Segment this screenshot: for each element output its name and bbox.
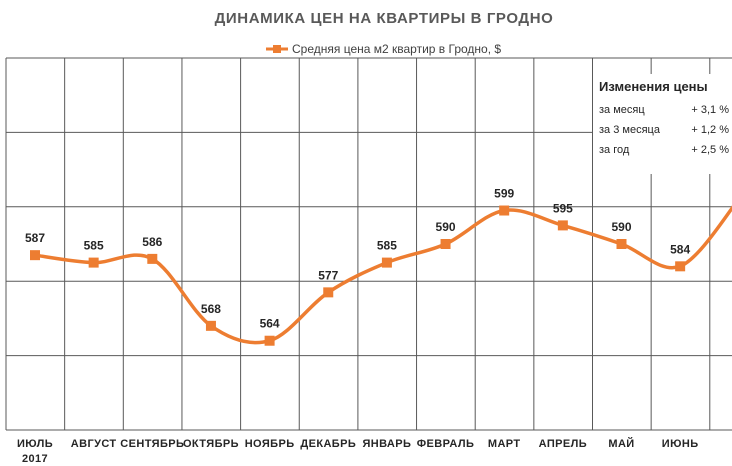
price-changes-title: Изменения цены	[599, 79, 708, 94]
data-label: 599	[494, 187, 514, 201]
data-label: 595	[553, 201, 573, 215]
legend-marker-swatch	[273, 45, 281, 53]
data-point-marker	[675, 261, 686, 272]
data-point-marker	[616, 239, 627, 249]
x-tick-label: ИЮНЬ	[662, 438, 699, 450]
data-label: 590	[436, 220, 456, 234]
x-tick-label: НОЯБРЬ	[245, 438, 295, 450]
data-point-marker	[499, 205, 510, 216]
x-tick-label: МАРТ	[488, 438, 521, 450]
change-year-label: за год	[599, 144, 630, 156]
legend-entry: Средняя цена м2 квартир в Гродно, $	[292, 42, 501, 56]
data-point-marker	[264, 335, 275, 346]
data-label: 564	[260, 317, 280, 331]
data-label: 577	[318, 268, 338, 282]
data-labels: 5875855865685645775855905995955905846	[25, 187, 690, 331]
price-changes-background	[593, 74, 732, 174]
change-3months-value: + 1,2 %	[691, 124, 729, 136]
chart-title: ДИНАМИКА ЦЕН НА КВАРТИРЫ В ГРОДНО	[215, 10, 554, 27]
data-label: 590	[611, 220, 631, 234]
x-tick-label: ДЕКАБРЬ	[300, 438, 356, 450]
data-label: 568	[201, 302, 221, 316]
data-label: 584	[670, 242, 690, 256]
plot-grid	[5, 57, 732, 431]
data-label: 585	[377, 239, 397, 253]
change-month-value: + 3,1 %	[691, 104, 729, 116]
data-point-marker	[323, 287, 334, 298]
data-label: 587	[25, 231, 45, 245]
data-point-marker	[30, 250, 40, 261]
change-month-label: за месяц	[599, 104, 645, 116]
data-point-marker	[440, 239, 451, 249]
data-point-marker	[381, 257, 392, 268]
x-tick-label: АВГУСТ	[71, 438, 117, 450]
data-label: 586	[142, 235, 162, 249]
data-label: 585	[84, 239, 104, 253]
x-tick-label: МАЙ	[608, 437, 634, 450]
legend: Средняя цена м2 квартир в Гродно, $	[266, 42, 501, 56]
data-point-marker	[147, 253, 158, 264]
change-year-value: + 2,5 %	[691, 144, 729, 156]
data-point-marker	[557, 220, 568, 231]
series-markers	[30, 205, 686, 346]
x-tick-label: ИЮЛЬ	[17, 438, 53, 450]
x-tick-label: ЯНВАРЬ	[362, 438, 411, 450]
x-tick-label: АПРЕЛЬ	[539, 438, 587, 450]
data-point-marker	[205, 320, 216, 331]
price-changes-box: Изменения цены за месяц + 3,1 % за 3 мес…	[593, 74, 732, 174]
x-tick-label: ФЕВРАЛЬ	[417, 438, 475, 450]
x-tick-label: ОКТЯБРЬ	[183, 438, 239, 450]
x-tick-label: СЕНТЯБРЬ	[120, 438, 184, 450]
data-point-marker	[88, 257, 99, 268]
change-3months-label: за 3 месяца	[599, 124, 661, 136]
x-tick-year: 2017	[22, 453, 48, 465]
